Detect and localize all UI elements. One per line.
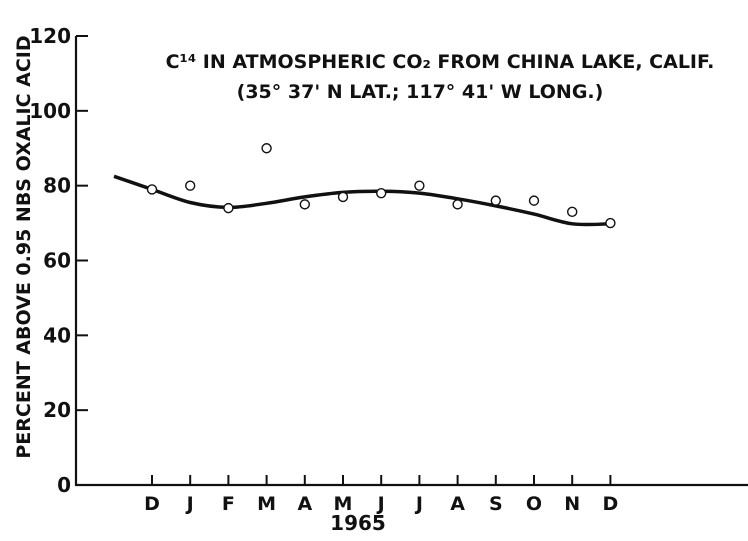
data-point xyxy=(376,187,387,199)
data-point xyxy=(452,199,463,210)
x-tick-label: N xyxy=(564,493,580,515)
chart-title-line-1: C¹⁴ IN ATMOSPHERIC CO₂ FROM CHINA LAKE, … xyxy=(166,51,715,73)
data-point xyxy=(528,195,540,206)
x-tick-label: D xyxy=(144,493,160,515)
data-point xyxy=(146,184,158,195)
y-tick-label: 100 xyxy=(29,99,71,123)
y-tick-label: 60 xyxy=(43,249,71,273)
x-tick-label: D xyxy=(603,493,619,515)
data-point xyxy=(490,195,501,206)
data-point xyxy=(414,180,425,191)
data-point xyxy=(605,217,616,229)
x-tick-label: A xyxy=(450,493,465,515)
data-point xyxy=(184,180,196,191)
data-point xyxy=(223,202,234,214)
y-tick-label: 120 xyxy=(29,24,71,48)
x-tick-label: J xyxy=(414,493,423,515)
axes xyxy=(74,36,748,487)
x-tick-label: A xyxy=(297,493,312,515)
x-tick-label: F xyxy=(222,493,235,515)
chart-title-line-2: (35° 37' N LAT.; 117° 41' W LONG.) xyxy=(237,81,604,103)
x-axis-label: 1965 xyxy=(330,511,386,535)
y-tick-label: 40 xyxy=(43,323,71,347)
y-tick-label: 20 xyxy=(43,398,71,422)
data-point xyxy=(337,191,349,203)
y-tick-label: 0 xyxy=(57,473,71,497)
y-ticks: 0 20 40 60 80 100 120 xyxy=(29,24,88,497)
y-tick-label: 80 xyxy=(43,174,71,198)
data-point xyxy=(299,199,310,210)
fitted-curve xyxy=(113,174,611,227)
x-tick-label: M xyxy=(334,493,353,515)
data-points xyxy=(146,143,616,229)
x-tick-label: S xyxy=(489,493,503,515)
x-tick-label: J xyxy=(376,493,385,515)
x-tick-label: M xyxy=(257,493,276,515)
x-tick-label: J xyxy=(185,493,194,515)
data-point xyxy=(567,206,578,218)
data-point xyxy=(261,143,272,154)
x-tick-label: O xyxy=(526,493,542,515)
y-axis-label: PERCENT ABOVE 0.95 NBS OXALIC ACID xyxy=(13,35,35,458)
